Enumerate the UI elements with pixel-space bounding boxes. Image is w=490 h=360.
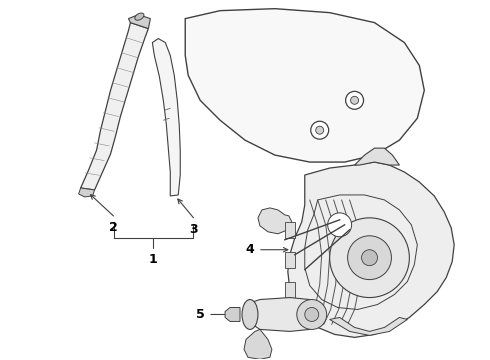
Polygon shape xyxy=(285,282,295,298)
Text: 5: 5 xyxy=(196,308,204,321)
Polygon shape xyxy=(185,9,424,162)
Polygon shape xyxy=(288,162,454,337)
Polygon shape xyxy=(285,222,295,238)
Circle shape xyxy=(305,307,318,321)
Circle shape xyxy=(316,126,324,134)
Polygon shape xyxy=(244,329,272,359)
Polygon shape xyxy=(225,307,240,321)
Circle shape xyxy=(347,236,392,280)
Polygon shape xyxy=(81,23,148,190)
Circle shape xyxy=(328,213,352,237)
Polygon shape xyxy=(128,15,150,28)
Text: 1: 1 xyxy=(149,253,158,266)
Polygon shape xyxy=(258,208,292,234)
Polygon shape xyxy=(245,298,318,332)
Ellipse shape xyxy=(135,13,144,20)
Text: 3: 3 xyxy=(189,223,197,236)
Text: 2: 2 xyxy=(109,221,118,234)
Ellipse shape xyxy=(242,300,258,329)
Text: 4: 4 xyxy=(245,243,254,256)
Circle shape xyxy=(362,250,377,266)
Polygon shape xyxy=(285,252,295,268)
Polygon shape xyxy=(78,188,95,197)
Circle shape xyxy=(297,300,327,329)
Polygon shape xyxy=(152,39,180,196)
Circle shape xyxy=(330,218,409,298)
Circle shape xyxy=(345,91,364,109)
Circle shape xyxy=(311,121,329,139)
Polygon shape xyxy=(355,148,399,165)
Polygon shape xyxy=(330,318,407,336)
Circle shape xyxy=(350,96,359,104)
